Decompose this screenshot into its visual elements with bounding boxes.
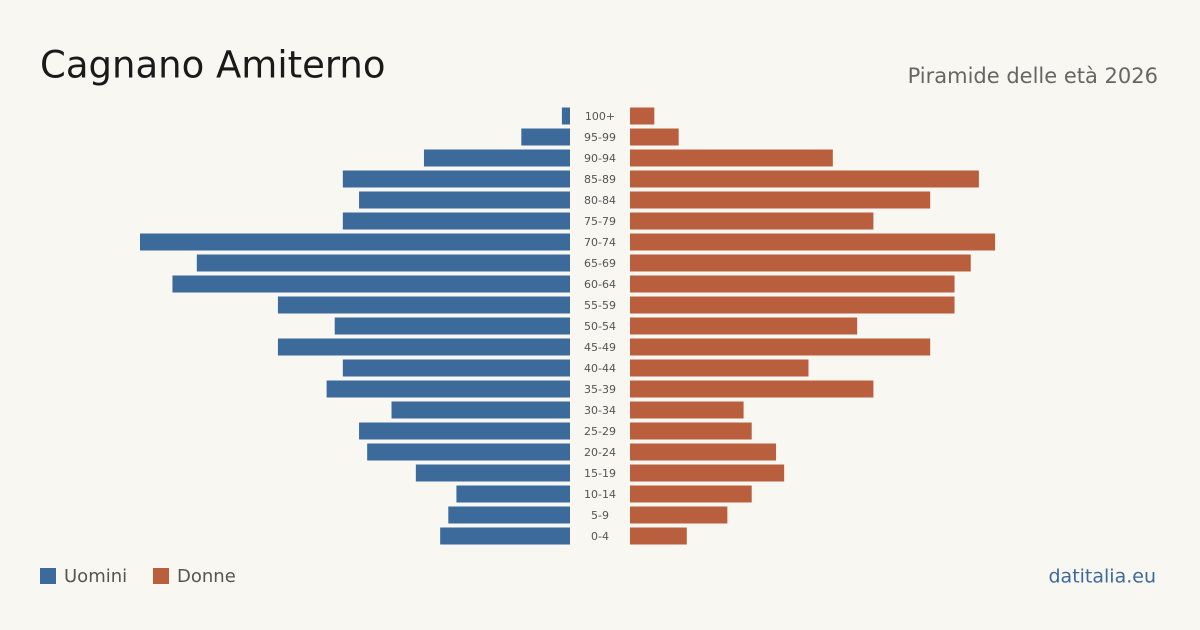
bar <box>630 317 858 335</box>
age-label: 5-9 <box>591 509 609 522</box>
age-label: 60-64 <box>584 278 616 291</box>
bar <box>326 380 570 398</box>
bar <box>630 485 752 503</box>
bar <box>415 464 570 482</box>
age-label: 65-69 <box>584 257 616 270</box>
age-label: 15-19 <box>584 467 616 480</box>
age-label: 55-59 <box>584 299 616 312</box>
chart-subtitle: Piramide delle età 2026 <box>908 64 1158 88</box>
age-label: 80-84 <box>584 194 616 207</box>
bar <box>630 107 655 125</box>
bar <box>630 296 955 314</box>
bar <box>630 191 931 209</box>
age-label: 40-44 <box>584 362 616 375</box>
bar <box>423 149 570 167</box>
bar <box>630 170 979 188</box>
bar <box>630 128 679 146</box>
age-label: 75-79 <box>584 215 616 228</box>
bar <box>630 254 971 272</box>
chart-title: Cagnano Amiterno <box>40 44 386 87</box>
bar <box>630 422 752 440</box>
bar <box>456 485 570 503</box>
legend-swatch <box>40 568 56 584</box>
age-label: 70-74 <box>584 236 616 249</box>
bar <box>630 443 777 461</box>
bar <box>342 170 570 188</box>
bar <box>630 233 996 251</box>
age-label: 20-24 <box>584 446 616 459</box>
bar <box>630 338 931 356</box>
age-label: 100+ <box>585 110 615 123</box>
legend-swatch <box>153 568 169 584</box>
age-label: 0-4 <box>591 530 609 543</box>
bar <box>277 338 570 356</box>
age-label: 95-99 <box>584 131 616 144</box>
legend-label: Donne <box>177 566 236 587</box>
site-link[interactable]: datitalia.eu <box>1049 566 1157 588</box>
bar <box>561 107 570 125</box>
bar <box>172 275 571 293</box>
legend-label: Uomini <box>64 566 127 587</box>
bar <box>367 443 570 461</box>
bar <box>440 527 570 545</box>
bar <box>630 464 785 482</box>
bar <box>521 128 570 146</box>
age-label: 30-34 <box>584 404 616 417</box>
bar <box>277 296 570 314</box>
bar <box>630 380 874 398</box>
bar <box>630 506 728 524</box>
bar <box>630 149 833 167</box>
bar <box>630 401 744 419</box>
age-label: 85-89 <box>584 173 616 186</box>
age-label: 25-29 <box>584 425 616 438</box>
age-label: 35-39 <box>584 383 616 396</box>
bar <box>334 317 570 335</box>
bar <box>630 527 687 545</box>
age-label: 50-54 <box>584 320 616 333</box>
bar <box>342 359 570 377</box>
age-label: 45-49 <box>584 341 616 354</box>
bar <box>630 359 809 377</box>
age-label: 90-94 <box>584 152 616 165</box>
bar <box>196 254 570 272</box>
bar <box>359 191 570 209</box>
bar <box>359 422 570 440</box>
bar <box>630 275 955 293</box>
bar <box>140 233 570 251</box>
bar <box>448 506 570 524</box>
bar <box>391 401 570 419</box>
age-label: 10-14 <box>584 488 616 501</box>
bar <box>342 212 570 230</box>
bar <box>630 212 874 230</box>
